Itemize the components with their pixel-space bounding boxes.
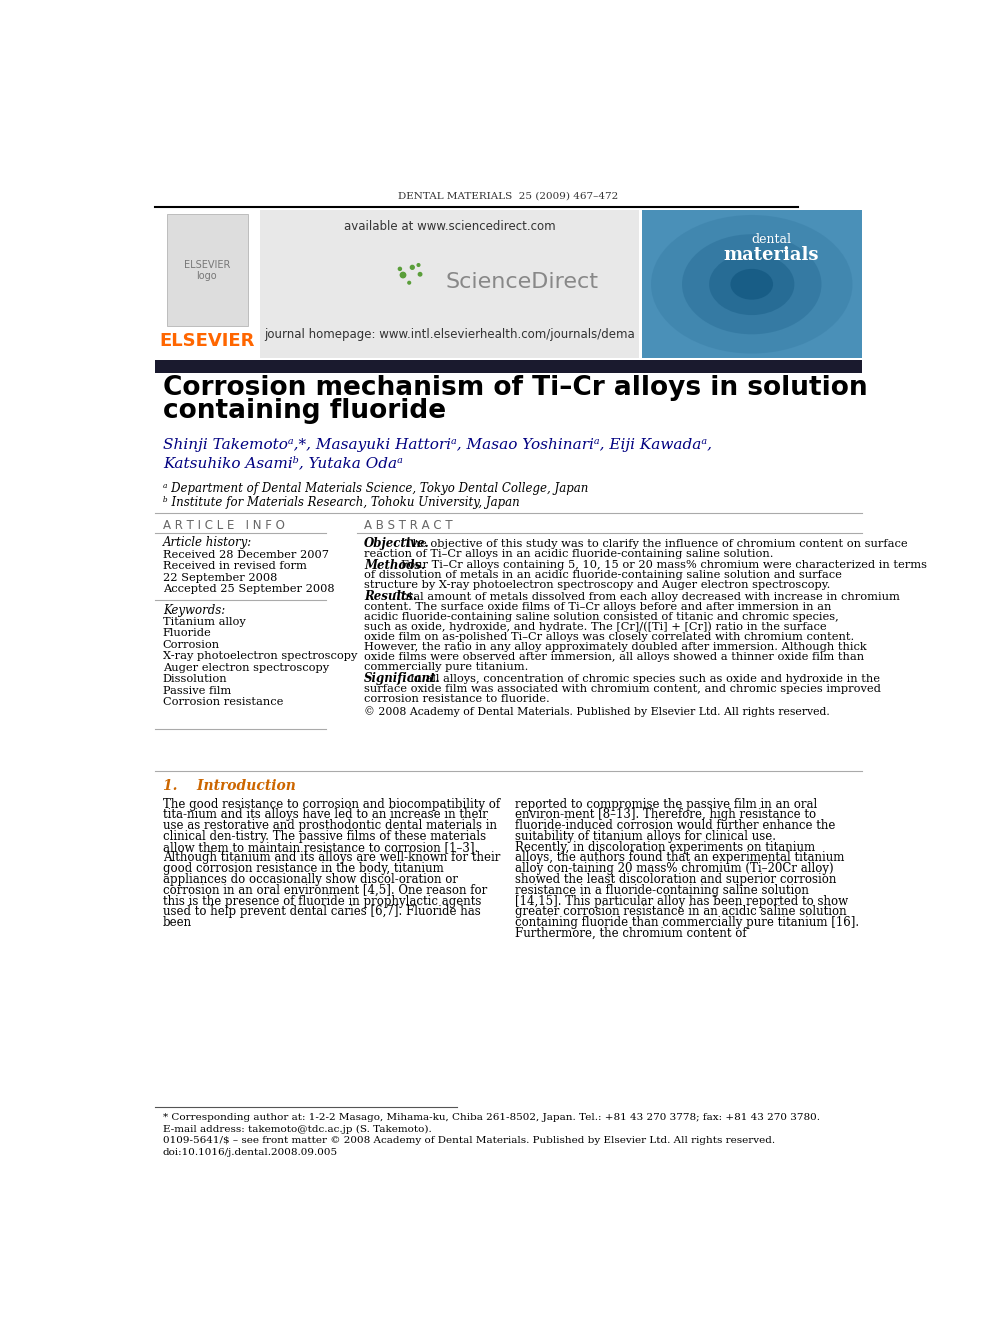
- Text: such as oxide, hydroxide, and hydrate. The [Cr]/([Ti] + [Cr]) ratio in the surfa: such as oxide, hydroxide, and hydrate. T…: [364, 622, 827, 632]
- Text: fluoride-induced corrosion would further enhance the: fluoride-induced corrosion would further…: [516, 819, 835, 832]
- Text: use as restorative and prosthodontic dental materials in: use as restorative and prosthodontic den…: [163, 819, 497, 832]
- Text: oxide film on as-polished Ti–Cr alloys was closely correlated with chromium cont: oxide film on as-polished Ti–Cr alloys w…: [364, 632, 854, 642]
- Text: alloy con-taining 20 mass% chromium (Ti–20Cr alloy): alloy con-taining 20 mass% chromium (Ti–…: [516, 863, 834, 876]
- Text: this is the presence of fluoride in prophylactic agents: this is the presence of fluoride in prop…: [163, 894, 481, 908]
- Text: However, the ratio in any alloy approximately doubled after immersion. Although : However, the ratio in any alloy approxim…: [364, 642, 867, 652]
- Text: resistance in a fluoride-containing saline solution: resistance in a fluoride-containing sali…: [516, 884, 809, 897]
- Text: reaction of Ti–Cr alloys in an acidic fluoride-containing saline solution.: reaction of Ti–Cr alloys in an acidic fl…: [364, 549, 774, 558]
- FancyBboxPatch shape: [155, 360, 862, 373]
- Text: commercially pure titanium.: commercially pure titanium.: [364, 662, 529, 672]
- Text: © 2008 Academy of Dental Materials. Published by Elsevier Ltd. All rights reserv: © 2008 Academy of Dental Materials. Publ…: [364, 706, 830, 717]
- FancyBboxPatch shape: [260, 209, 640, 359]
- Text: Corrosion: Corrosion: [163, 639, 220, 650]
- Text: journal homepage: www.intl.elsevierhealth.com/journals/dema: journal homepage: www.intl.elsevierhealt…: [264, 328, 635, 341]
- Text: good corrosion resistance in the body, titanium: good corrosion resistance in the body, t…: [163, 863, 443, 876]
- Text: * Corresponding author at: 1-2-2 Masago, Mihama-ku, Chiba 261-8502, Japan. Tel.:: * Corresponding author at: 1-2-2 Masago,…: [163, 1113, 819, 1122]
- Text: environ-ment [8–13]. Therefore, high resistance to: environ-ment [8–13]. Therefore, high res…: [516, 808, 816, 822]
- Text: 0109-5641/$ – see front matter © 2008 Academy of Dental Materials. Published by : 0109-5641/$ – see front matter © 2008 Ac…: [163, 1136, 775, 1144]
- Text: A R T I C L E   I N F O: A R T I C L E I N F O: [163, 519, 285, 532]
- Text: used to help prevent dental caries [6,7]. Fluoride has: used to help prevent dental caries [6,7]…: [163, 905, 480, 918]
- Text: greater corrosion resistance in an acidic saline solution: greater corrosion resistance in an acidi…: [516, 905, 847, 918]
- Text: appliances do occasionally show discol-oration or: appliances do occasionally show discol-o…: [163, 873, 457, 886]
- Ellipse shape: [651, 214, 852, 353]
- Text: containing fluoride than commercially pure titanium [16].: containing fluoride than commercially pu…: [516, 916, 859, 929]
- Text: Passive film: Passive film: [163, 685, 231, 696]
- Text: containing fluoride: containing fluoride: [163, 398, 445, 425]
- Text: surface oxide film was associated with chromium content, and chromic species imp: surface oxide film was associated with c…: [364, 684, 881, 693]
- Ellipse shape: [730, 269, 773, 300]
- Text: ELSEVIER
logo: ELSEVIER logo: [184, 259, 230, 282]
- Circle shape: [419, 273, 422, 277]
- Text: Results.: Results.: [364, 590, 418, 603]
- Text: Corrosion resistance: Corrosion resistance: [163, 697, 283, 708]
- Text: reported to compromise the passive film in an oral: reported to compromise the passive film …: [516, 798, 817, 811]
- Text: 22 September 2008: 22 September 2008: [163, 573, 277, 582]
- Text: structure by X-ray photoelectron spectroscopy and Auger electron spectroscopy.: structure by X-ray photoelectron spectro…: [364, 581, 830, 590]
- Text: ScienceDirect: ScienceDirect: [445, 273, 598, 292]
- Text: been: been: [163, 916, 191, 929]
- FancyBboxPatch shape: [155, 209, 260, 359]
- Text: 1.    Introduction: 1. Introduction: [163, 779, 296, 794]
- Text: of dissolution of metals in an acidic fluoride-containing saline solution and su: of dissolution of metals in an acidic fl…: [364, 570, 842, 581]
- Text: oxide films were observed after immersion, all alloys showed a thinner oxide fil: oxide films were observed after immersio…: [364, 652, 864, 662]
- Text: E-mail address: takemoto@tdc.ac.jp (S. Takemoto).: E-mail address: takemoto@tdc.ac.jp (S. T…: [163, 1125, 432, 1134]
- Text: dental: dental: [751, 233, 792, 246]
- FancyBboxPatch shape: [167, 214, 248, 325]
- Text: X-ray photoelectron spectroscopy: X-ray photoelectron spectroscopy: [163, 651, 357, 662]
- Text: [14,15]. This particular alloy has been reported to show: [14,15]. This particular alloy has been …: [516, 894, 848, 908]
- FancyBboxPatch shape: [642, 209, 862, 359]
- Ellipse shape: [709, 254, 795, 315]
- Circle shape: [411, 266, 415, 270]
- Text: alloys, the authors found that an experimental titanium: alloys, the authors found that an experi…: [516, 852, 845, 864]
- Text: The good resistance to corrosion and biocompatibility of: The good resistance to corrosion and bio…: [163, 798, 500, 811]
- Text: Objective.: Objective.: [364, 537, 430, 550]
- Circle shape: [408, 282, 411, 284]
- Text: corrosion in an oral environment [4,5]. One reason for: corrosion in an oral environment [4,5]. …: [163, 884, 487, 897]
- Text: Total amount of metals dissolved from each alloy decreased with increase in chro: Total amount of metals dissolved from ea…: [395, 591, 900, 602]
- Circle shape: [418, 263, 420, 266]
- Text: Recently, in discoloration experiments on titanium: Recently, in discoloration experiments o…: [516, 840, 815, 853]
- Text: A B S T R A C T: A B S T R A C T: [364, 519, 453, 532]
- Text: DENTAL MATERIALS  25 (2009) 467–472: DENTAL MATERIALS 25 (2009) 467–472: [398, 192, 619, 200]
- Ellipse shape: [682, 234, 821, 335]
- Text: Received in revised form: Received in revised form: [163, 561, 307, 572]
- Circle shape: [401, 273, 406, 278]
- Text: materials: materials: [723, 246, 818, 265]
- Text: Titanium alloy: Titanium alloy: [163, 617, 245, 627]
- Text: doi:10.1016/j.dental.2008.09.005: doi:10.1016/j.dental.2008.09.005: [163, 1147, 338, 1156]
- Text: content. The surface oxide films of Ti–Cr alloys before and after immersion in a: content. The surface oxide films of Ti–C…: [364, 602, 831, 613]
- Text: clinical den-tistry. The passive films of these materials: clinical den-tistry. The passive films o…: [163, 830, 486, 843]
- Text: Furthermore, the chromium content of: Furthermore, the chromium content of: [516, 927, 747, 939]
- Text: Four Ti–Cr alloys containing 5, 10, 15 or 20 mass% chromium were characterized i: Four Ti–Cr alloys containing 5, 10, 15 o…: [401, 561, 927, 570]
- Text: Shinji Takemotoᵃ,*, Masayuki Hattoriᵃ, Masao Yoshinariᵃ, Eiji Kawadaᵃ,: Shinji Takemotoᵃ,*, Masayuki Hattoriᵃ, M…: [163, 438, 711, 452]
- Text: allow them to maintain resistance to corrosion [1–3].: allow them to maintain resistance to cor…: [163, 840, 478, 853]
- Text: Accepted 25 September 2008: Accepted 25 September 2008: [163, 585, 334, 594]
- Text: Katsuhiko Asamiᵇ, Yutaka Odaᵃ: Katsuhiko Asamiᵇ, Yutaka Odaᵃ: [163, 456, 403, 471]
- Text: Significant.: Significant.: [364, 672, 440, 685]
- Text: ELSEVIER: ELSEVIER: [160, 332, 255, 351]
- Text: Auger electron spectroscopy: Auger electron spectroscopy: [163, 663, 329, 672]
- Text: corrosion resistance to fluoride.: corrosion resistance to fluoride.: [364, 693, 550, 704]
- Text: acidic fluoride-containing saline solution consisted of titanic and chromic spec: acidic fluoride-containing saline soluti…: [364, 613, 839, 622]
- Text: ᵇ Institute for Materials Research, Tohoku University, Japan: ᵇ Institute for Materials Research, Toho…: [163, 496, 520, 508]
- Text: available at www.sciencedirect.com: available at www.sciencedirect.com: [343, 220, 556, 233]
- Text: Although titanium and its alloys are well-known for their: Although titanium and its alloys are wel…: [163, 852, 500, 864]
- Text: Corrosion mechanism of Ti–Cr alloys in solution: Corrosion mechanism of Ti–Cr alloys in s…: [163, 376, 867, 401]
- Text: Article history:: Article history:: [163, 537, 252, 549]
- Text: ᵃ Department of Dental Materials Science, Tokyo Dental College, Japan: ᵃ Department of Dental Materials Science…: [163, 482, 588, 495]
- Text: Methods.: Methods.: [364, 558, 426, 572]
- Text: showed the least discoloration and superior corrosion: showed the least discoloration and super…: [516, 873, 836, 886]
- Text: The objective of this study was to clarify the influence of chromium content on : The objective of this study was to clari…: [406, 538, 908, 549]
- Circle shape: [399, 267, 402, 270]
- Text: tita-nium and its alloys have led to an increase in their: tita-nium and its alloys have led to an …: [163, 808, 488, 822]
- Text: In all alloys, concentration of chromic species such as oxide and hydroxide in t: In all alloys, concentration of chromic …: [410, 673, 880, 684]
- Text: Keywords:: Keywords:: [163, 605, 225, 618]
- Text: Received 28 December 2007: Received 28 December 2007: [163, 549, 328, 560]
- Text: Dissolution: Dissolution: [163, 675, 227, 684]
- Text: suitability of titanium alloys for clinical use.: suitability of titanium alloys for clini…: [516, 830, 777, 843]
- Text: Fluoride: Fluoride: [163, 628, 211, 638]
